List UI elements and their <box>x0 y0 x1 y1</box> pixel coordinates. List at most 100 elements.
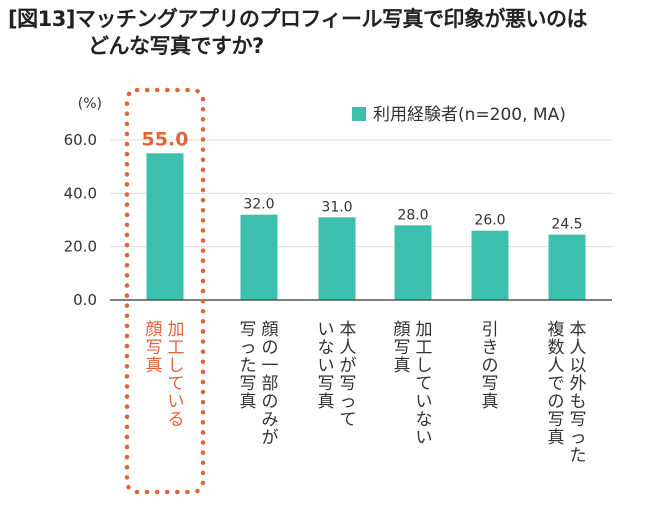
category-label-char: 真 <box>240 392 257 412</box>
category-label-char: し <box>416 356 433 376</box>
category-label-char: 本 <box>340 320 357 340</box>
category-label-char: の <box>548 392 565 412</box>
category-label-char: い <box>318 320 335 340</box>
title-line-1: [図13]マッチングアプリのプロフィール写真で印象が悪いのは <box>8 7 588 31</box>
category-label-char: が <box>340 356 357 376</box>
legend-label: 利用経験者(n=200, MA) <box>373 105 566 125</box>
highlight-dotted-frame <box>124 87 206 495</box>
bar-value-label: 32.0 <box>243 197 274 213</box>
bar <box>240 214 278 300</box>
category-label-char: き <box>482 338 499 358</box>
category-label-char: 写 <box>240 374 257 394</box>
category-label-char: 写 <box>548 410 565 430</box>
category-label-char: 外 <box>570 374 587 394</box>
category-label-char: 本 <box>570 320 587 340</box>
y-tick-label: 0.0 <box>73 291 97 309</box>
category-label-char: し <box>168 356 185 376</box>
bar-value-label: 28.0 <box>397 207 428 223</box>
category-label-char: 真 <box>482 392 499 412</box>
category-label-char: も <box>570 392 587 412</box>
legend-swatch <box>352 107 366 121</box>
category-label-char: る <box>168 410 185 430</box>
y-tick-label: 20.0 <box>64 238 97 256</box>
category-label: 顔写真 <box>146 320 163 376</box>
y-tick-label: 60.0 <box>64 131 97 149</box>
category-label-char: 一 <box>262 356 279 376</box>
category-label-char: み <box>262 410 279 430</box>
category-label-char: た <box>240 356 257 376</box>
category-label-char: っ <box>570 428 587 448</box>
bar <box>471 230 509 300</box>
category-label-char: 顔 <box>146 320 163 340</box>
bar <box>394 225 432 300</box>
bar-value-label: 24.5 <box>551 217 582 233</box>
category-label-char: 写 <box>146 338 163 358</box>
category-label-char: て <box>168 374 185 394</box>
category-label-char: 以 <box>570 356 587 376</box>
category-label-char: 写 <box>482 374 499 394</box>
category-label-char: て <box>416 374 433 394</box>
title-line-2: どんな写真ですか? <box>88 34 264 58</box>
category-label-char: が <box>262 428 279 448</box>
category-label-char: 写 <box>340 374 357 394</box>
category-label-char: 真 <box>548 428 565 448</box>
bar <box>548 234 586 300</box>
category-label-char: 人 <box>570 338 587 358</box>
grid-lines <box>110 139 612 248</box>
bars <box>146 153 586 300</box>
category-label-char: な <box>416 410 433 430</box>
category-label-char: 人 <box>340 338 357 358</box>
category-label-char: っ <box>340 392 357 412</box>
category-label-char: 写 <box>318 374 335 394</box>
category-label-char: 引 <box>482 320 499 340</box>
category-label-char: 加 <box>416 320 433 340</box>
category-label-char: て <box>340 410 357 430</box>
bar-value-label: 31.0 <box>321 199 352 215</box>
category-label-char: い <box>168 392 185 412</box>
category-label-char: の <box>482 356 499 376</box>
category-label-char: い <box>318 356 335 376</box>
category-label-char: い <box>416 392 433 412</box>
category-label-char: 部 <box>262 374 279 394</box>
category-label-char: の <box>262 392 279 412</box>
category-label-char: 数 <box>548 338 565 358</box>
category-label-char: 人 <box>548 356 565 376</box>
category-label-char: 写 <box>394 338 411 358</box>
bar-value-label: 26.0 <box>474 213 505 229</box>
bar <box>146 153 184 300</box>
category-label-char: た <box>570 446 587 466</box>
category-label-char: 真 <box>394 356 411 376</box>
chart-title: [図13]マッチングアプリのプロフィール写真で印象が悪いのは どんな写真ですか? <box>8 6 668 60</box>
category-label: 顔写真 <box>394 320 411 376</box>
category-label-char: 顔 <box>394 320 411 340</box>
category-label-char: 工 <box>168 338 185 358</box>
bar <box>318 217 356 300</box>
category-label-char: な <box>318 338 335 358</box>
category-label-char: 写 <box>570 410 587 430</box>
value-labels: 55.0 32.0 31.0 28.0 26.0 24.5 <box>142 128 583 232</box>
category-label-char: 加 <box>168 320 185 340</box>
y-axis-ticks: 0.0 20.0 40.0 60.0 <box>64 131 97 309</box>
category-label-char: 顔 <box>262 320 279 340</box>
category-label-char: 真 <box>318 392 335 412</box>
bar-value-label: 55.0 <box>142 128 189 150</box>
category-label-char: 複 <box>548 320 565 340</box>
category-label-char: い <box>416 428 433 448</box>
y-axis-unit-label: (%) <box>78 96 102 112</box>
legend: 利用経験者(n=200, MA) <box>352 105 566 125</box>
category-label-char: 写 <box>240 320 257 340</box>
category-label-char: で <box>548 374 565 394</box>
category-label-char: の <box>262 338 279 358</box>
category-label-char: 真 <box>146 356 163 376</box>
category-label-char: 工 <box>416 338 433 358</box>
